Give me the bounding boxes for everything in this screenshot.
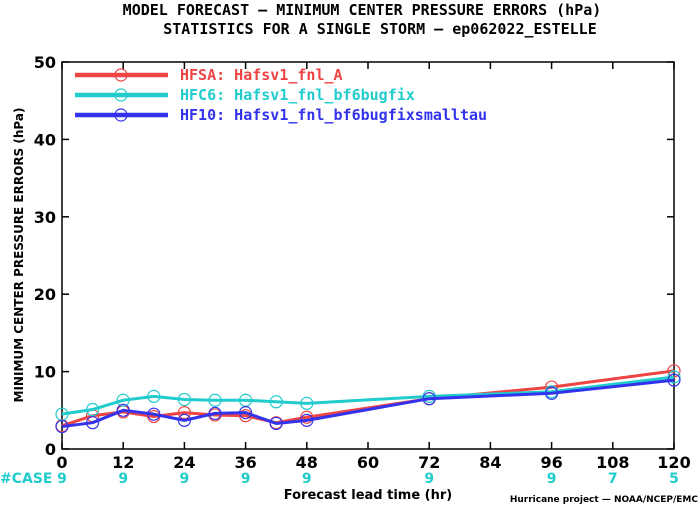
series-point-2 [269, 395, 283, 409]
y-tick-label: 20 [34, 285, 56, 304]
y-tick-label: 10 [34, 363, 56, 382]
x-tick-label: 120 [657, 453, 690, 472]
series-lines [55, 364, 681, 434]
case-count: 9 [424, 471, 434, 487]
case-count: 9 [180, 471, 190, 487]
legend-marker-1 [114, 68, 128, 82]
series-line-2 [61, 375, 675, 416]
series-point-3 [208, 406, 222, 420]
series-point-2 [116, 393, 130, 407]
y-tick-label: 50 [34, 53, 56, 72]
series-line-1 [61, 369, 675, 428]
series-point-2 [208, 393, 222, 407]
series-point-1 [667, 364, 681, 378]
case-count: 9 [57, 471, 67, 487]
x-tick-label: 60 [357, 453, 379, 472]
series-point-3 [85, 416, 100, 430]
chart-title: MODEL FORECAST — MINIMUM CENTER PRESSURE… [123, 1, 602, 19]
case-count: 5 [669, 471, 679, 487]
series-point-2 [177, 392, 191, 407]
series-point-1 [300, 410, 314, 424]
case-count: 9 [302, 471, 312, 487]
series-point-3 [269, 416, 283, 431]
series-point-1 [177, 406, 191, 420]
legend-label-3: HF10: Hafsv1_fnl_bf6bugfixsmalltau [180, 106, 487, 124]
x-tick-label: 84 [479, 453, 501, 472]
x-tick-label: 72 [418, 453, 440, 472]
legend-marker-3 [114, 108, 128, 122]
legend-label-1: HFSA: Hafsv1_fnl_A [180, 66, 343, 84]
y-tick-label: 40 [34, 130, 56, 149]
x-tick-label: 12 [112, 453, 134, 472]
x-tick-label: 48 [296, 453, 318, 472]
case-count: 9 [547, 471, 557, 487]
case-count: 7 [608, 471, 618, 487]
series-point-3 [300, 413, 314, 427]
y-axis-ticks: 0 10 20 30 40 50 [34, 53, 674, 459]
x-tick-label: 24 [173, 453, 195, 472]
series-point-3 [116, 403, 130, 417]
x-tick-label: 0 [56, 453, 67, 472]
x-tick-label: 36 [234, 453, 256, 472]
series-point-2 [300, 396, 314, 410]
series-point-3 [55, 419, 69, 434]
x-axis-label: Forecast lead time (hr) [284, 488, 452, 503]
chart-subtitle: STATISTICS FOR A SINGLE STORM — ep062022… [163, 20, 596, 38]
series-point-3 [239, 406, 253, 420]
y-tick-label: 30 [34, 208, 56, 227]
series-point-2 [85, 402, 100, 417]
credit-text: Hurricane project — NOAA/NCEP/EMC [510, 495, 699, 505]
x-tick-label: 108 [596, 453, 629, 472]
series-point-3 [422, 392, 436, 406]
series-point-2 [667, 370, 681, 384]
series-point-3 [667, 373, 681, 387]
legend: HFSA: Hafsv1_fnl_A HFC6: Hafsv1_fnl_bf6bu… [75, 66, 487, 124]
legend-marker-2 [114, 88, 128, 102]
y-tick-label: 0 [45, 440, 56, 459]
series-point-3 [147, 407, 161, 421]
case-count: 9 [118, 471, 128, 487]
y-axis-label: MINIMUM CENTER PRESSURE ERRORS (hPa) [12, 108, 26, 403]
case-count: 9 [241, 471, 251, 487]
legend-label-2: HFC6: Hafsv1_fnl_bf6bugfix [180, 86, 415, 104]
case-label: #CASE [0, 471, 53, 487]
series-point-3 [177, 413, 191, 427]
x-tick-label: 96 [540, 453, 562, 472]
x-axis-ticks: 0 12 24 36 48 60 72 84 96 108 120 [56, 62, 691, 472]
case-counts: #CASE 9 9 9 9 9 9 9 7 5 [0, 471, 679, 487]
series-point-2 [147, 389, 161, 403]
series-point-3 [544, 386, 559, 400]
